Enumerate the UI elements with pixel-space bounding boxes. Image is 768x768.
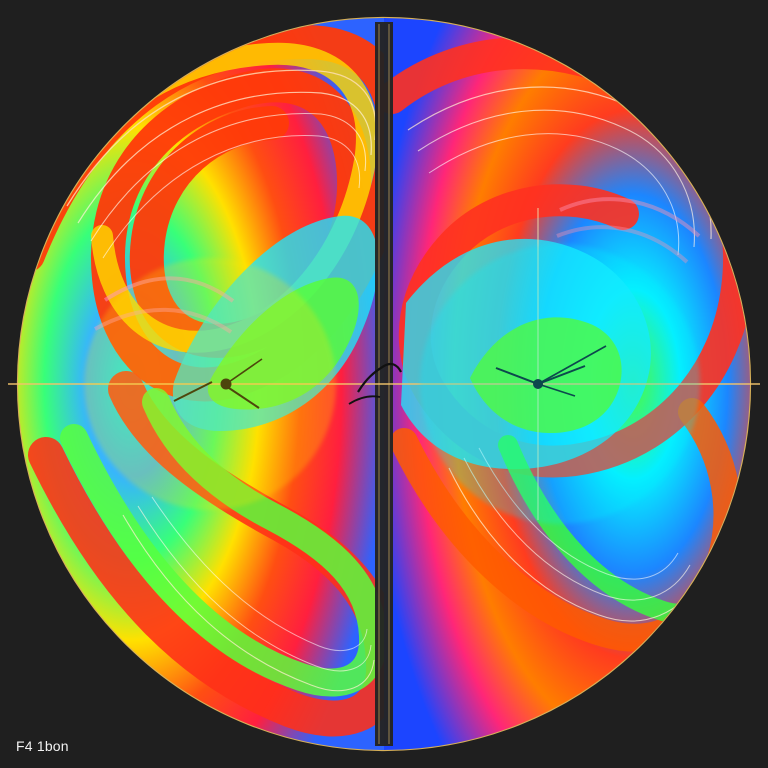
center-knot [348,362,402,405]
ambient-glow [84,244,700,524]
corner-label: F4 1bon [16,738,69,754]
